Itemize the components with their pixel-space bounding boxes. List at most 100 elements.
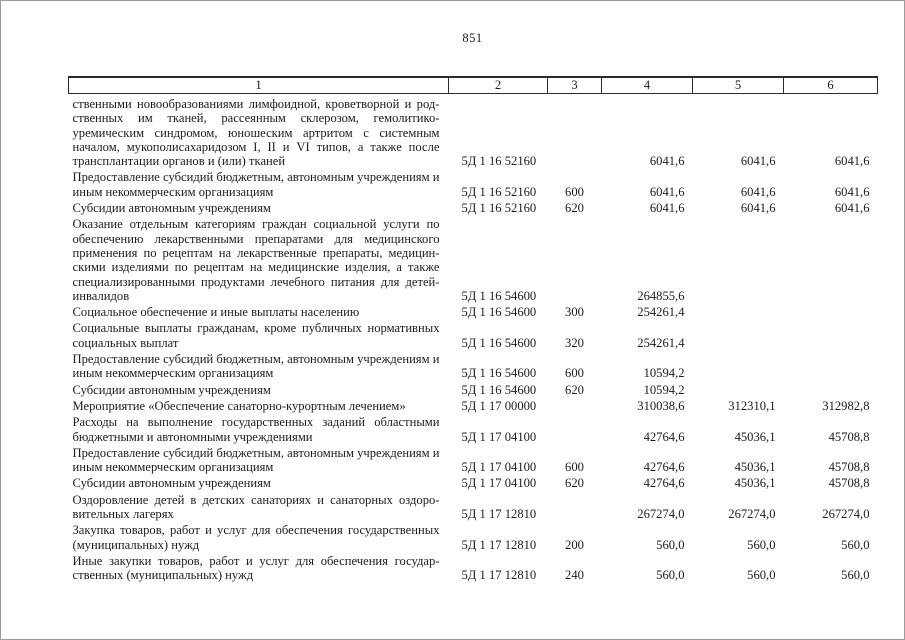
row-code-cell: 5Д 1 16 52160 [461, 201, 537, 216]
row-amount-cell: 45036,1 [734, 460, 776, 475]
column-header: 6 [783, 76, 878, 94]
row-amount-cell: 42764,6 [643, 429, 685, 444]
row-name-cell: Предоставление субсидий бюджетным, автон… [72, 170, 440, 199]
row-name-cell: Мероприятие «Обеспечение санаторно-курор… [72, 398, 406, 413]
row-amount-cell: 312310,1 [728, 398, 776, 413]
row-amount-cell [784, 304, 878, 320]
row-code-cell: 5Д 1 16 52160 [461, 184, 537, 199]
row-name-cell: Оздоровление детей в детских санаториях … [72, 492, 440, 522]
row-amount-cell: 10594,2 [643, 382, 685, 397]
row-amount-cell: 310038,6 [637, 398, 685, 413]
table-row: Социальное обеспечение и иные выплаты на… [69, 304, 878, 320]
row-amount-cell: 6041,6 [834, 201, 870, 216]
column-header: 5 [692, 76, 784, 94]
table-row: Предоставление субсидий бюджетным, автон… [69, 169, 878, 200]
row-amount-cell: 267274,0 [822, 507, 870, 522]
row-name-cell: Расходы на выполнение государственных за… [72, 415, 440, 444]
row-name-cell: Субсидии автономным учреждениям [72, 476, 271, 491]
row-group-cell [548, 492, 602, 523]
row-amount-cell: 6041,6 [740, 184, 776, 199]
row-name-cell: Оказание отдельным категориям граждан со… [72, 217, 440, 303]
row-amount-cell [784, 216, 878, 304]
row-group-cell: 320 [565, 335, 584, 350]
row-amount-cell [693, 382, 784, 398]
row-name-cell: Закупка товаров, работ и услуг для обесп… [72, 523, 440, 552]
table-row: Субсидии автономным учреждениям 5Д 1 16 5… [69, 382, 878, 398]
row-group-cell [548, 414, 602, 445]
row-code-cell: 5Д 1 16 54600 [461, 335, 537, 350]
row-code-cell: 5Д 1 16 54600 [461, 366, 537, 381]
row-amount-cell: 560,0 [656, 537, 685, 552]
table-row: Расходы на выполнение государственных за… [69, 414, 878, 445]
row-code-cell: 5Д 1 16 52160 [461, 154, 537, 169]
row-amount-cell [693, 304, 784, 320]
row-code-cell: 5Д 1 17 04100 [461, 476, 537, 491]
row-amount-cell: 6041,6 [834, 154, 870, 169]
table-row: ственными новообразованиями лимфоидной, … [69, 94, 878, 170]
table-row: Субсидии автономным учреждениям 5Д 1 17 0… [69, 475, 878, 491]
table-row: Закупка товаров, работ и услуг для обесп… [69, 522, 878, 553]
row-amount-cell: 6041,6 [649, 201, 685, 216]
row-amount-cell: 267274,0 [728, 507, 776, 522]
row-name-cell: ственными новообразованиями лимфоидной, … [72, 97, 440, 169]
column-header: 4 [601, 76, 693, 94]
row-amount-cell: 560,0 [656, 568, 685, 583]
row-amount-cell: 6041,6 [649, 184, 685, 199]
row-code-cell: 5Д 1 17 12810 [461, 507, 537, 522]
row-name-cell: Предоставление субсидий бюджетным, автон… [72, 445, 440, 475]
row-group-cell [548, 94, 602, 170]
row-group-cell [548, 398, 602, 414]
row-amount-cell: 45708,8 [828, 476, 870, 491]
row-group-cell [548, 216, 602, 304]
table-row: Оказание отдельным категориям граждан со… [69, 216, 878, 304]
table-body: ственными новообразованиями лимфоидной, … [69, 94, 878, 584]
row-amount-cell: 264855,6 [637, 288, 685, 303]
row-group-cell: 600 [565, 366, 584, 381]
table-row: Иные закупки товаров, работ и услуг для … [69, 553, 878, 584]
row-amount-cell: 6041,6 [740, 154, 776, 169]
row-amount-cell: 45708,8 [828, 460, 870, 475]
row-amount-cell: 254261,4 [637, 305, 685, 320]
row-name-cell: Субсидии автономным учреждениям [72, 201, 271, 216]
row-amount-cell: 6041,6 [740, 201, 776, 216]
column-header: 3 [547, 76, 602, 94]
row-code-cell: 5Д 1 17 04100 [461, 429, 537, 444]
row-amount-cell: 42764,6 [643, 476, 685, 491]
row-code-cell: 5Д 1 17 00000 [461, 398, 537, 413]
column-header: 1 [68, 76, 449, 94]
row-amount-cell: 45036,1 [734, 476, 776, 491]
row-amount-cell: 267274,0 [637, 507, 685, 522]
row-group-cell: 620 [565, 201, 584, 216]
row-code-cell: 5Д 1 17 04100 [461, 460, 537, 475]
row-group-cell: 300 [565, 305, 584, 320]
row-group-cell: 600 [565, 184, 584, 199]
table-row: Мероприятие «Обеспечение санаторно-курор… [69, 398, 878, 414]
row-amount-cell: 42764,6 [643, 460, 685, 475]
table-row: Оздоровление детей в детских санаториях … [69, 492, 878, 523]
table-row: Субсидии автономным учреждениям 5Д 1 16 5… [69, 200, 878, 216]
row-amount-cell [784, 320, 878, 351]
row-amount-cell: 560,0 [747, 568, 776, 583]
row-code-cell: 5Д 1 16 54600 [461, 382, 537, 397]
row-code-cell: 5Д 1 16 54600 [461, 288, 537, 303]
row-amount-cell [693, 320, 784, 351]
row-amount-cell [693, 216, 784, 304]
row-code-cell: 5Д 1 17 12810 [461, 568, 537, 583]
row-amount-cell: 10594,2 [643, 366, 685, 381]
column-header: 2 [448, 76, 548, 94]
row-name-cell: Социальные выплаты гражданам, кроме публ… [72, 321, 440, 350]
table-row: Предоставление субсидий бюджетным, автон… [69, 351, 878, 382]
row-amount-cell: 560,0 [747, 537, 776, 552]
table-row: Социальные выплаты гражданам, кроме публ… [69, 320, 878, 351]
row-group-cell: 600 [565, 460, 584, 475]
row-amount-cell [693, 351, 784, 382]
row-name-cell: Иные закупки товаров, работ и услуг для … [72, 553, 440, 583]
row-amount-cell: 6041,6 [649, 154, 685, 169]
row-group-cell: 200 [565, 537, 584, 552]
row-amount-cell: 6041,6 [834, 184, 870, 199]
row-amount-cell [784, 351, 878, 382]
